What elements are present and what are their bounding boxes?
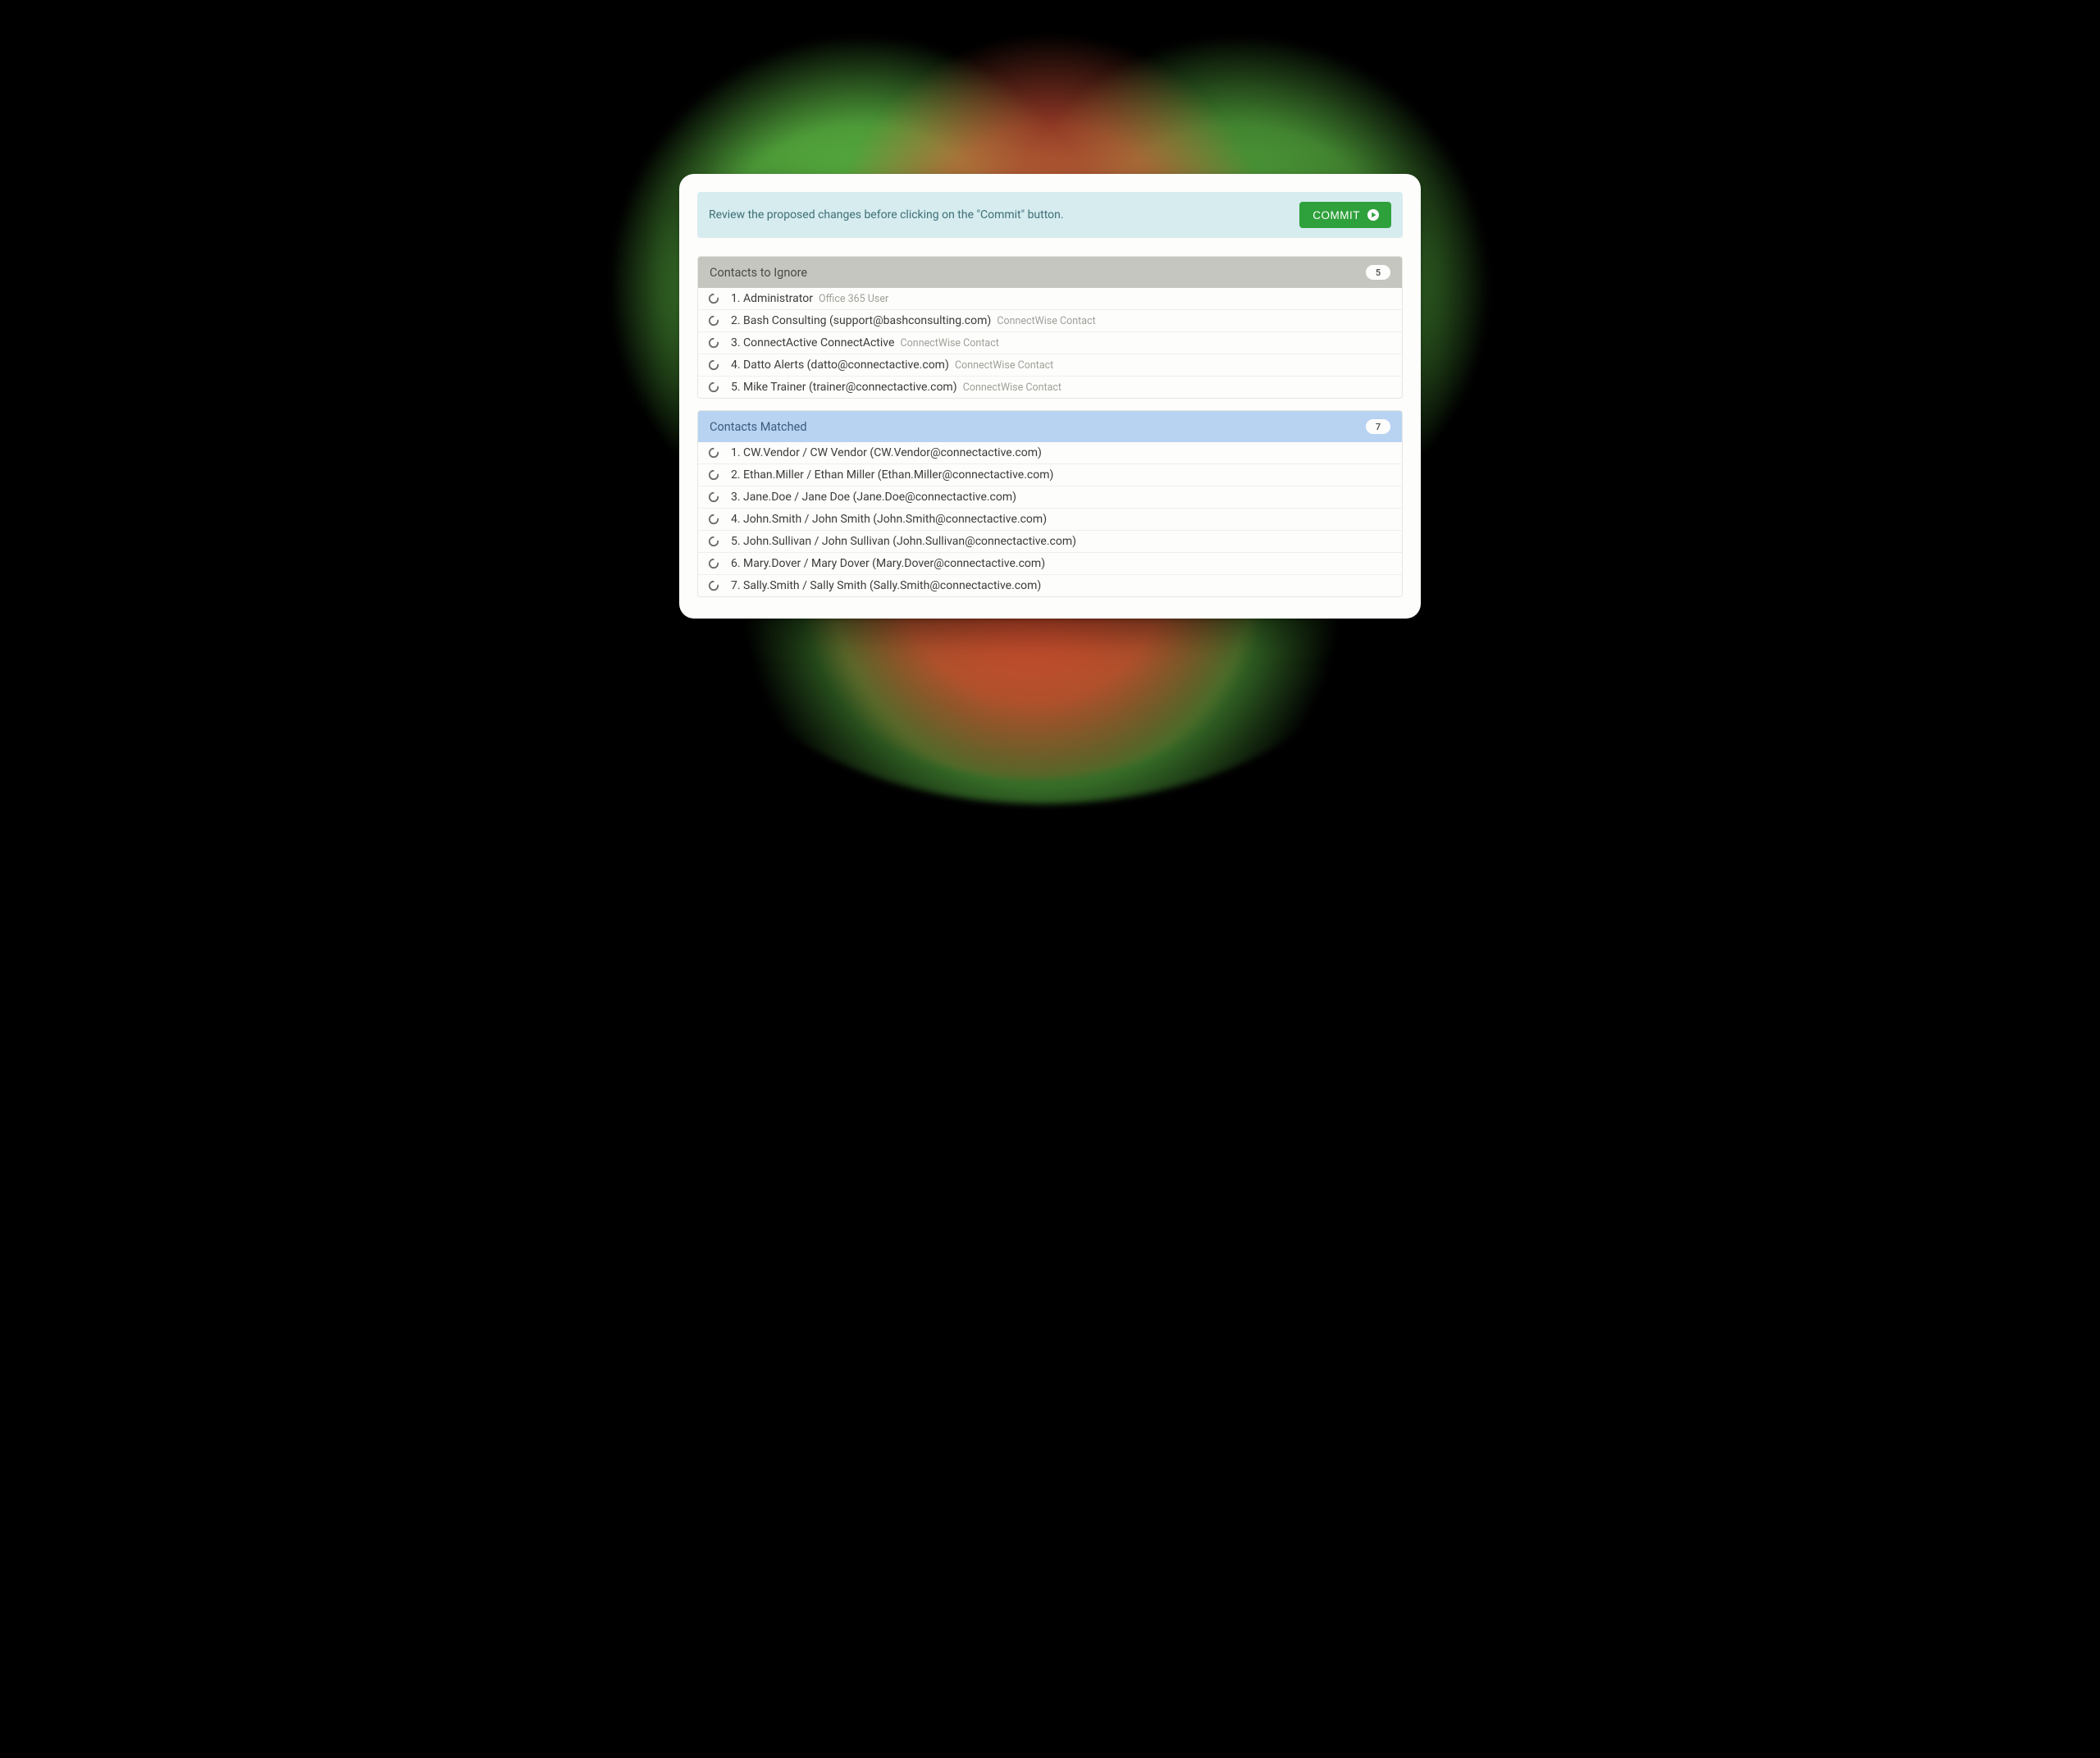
stage: Review the proposed changes before click… [558,0,1542,824]
section-contacts-ignore: Contacts to Ignore 5 1. Administrator Of… [697,256,1403,399]
count-badge: 5 [1366,265,1390,280]
spinner-icon [708,536,719,547]
list-item[interactable]: 2. Bash Consulting (support@bashconsulti… [698,309,1402,331]
spinner-icon [708,447,719,459]
count-badge: 7 [1366,419,1390,434]
section-header-ignore[interactable]: Contacts to Ignore 5 [698,257,1402,288]
list-item-label: 2. Bash Consulting (support@bashconsulti… [731,314,1392,327]
list-item[interactable]: 6. Mary.Dover / Mary Dover (Mary.Dover@c… [698,552,1402,574]
section-header-matched[interactable]: Contacts Matched 7 [698,411,1402,442]
list-item[interactable]: 1. Administrator Office 365 User [698,288,1402,309]
list-item-meta: ConnectWise Contact [994,315,1095,327]
list-item[interactable]: 2. Ethan.Miller / Ethan Miller (Ethan.Mi… [698,463,1402,486]
list-item-label: 5. Mike Trainer (trainer@connectactive.c… [731,381,1392,394]
list-item-label: 1. CW.Vendor / CW Vendor (CW.Vendor@conn… [731,446,1392,459]
spinner-icon [708,337,719,349]
spinner-icon [708,469,719,481]
list-item-meta: ConnectWise Contact [952,359,1053,372]
spinner-icon [708,491,719,503]
list-item[interactable]: 7. Sally.Smith / Sally Smith (Sally.Smit… [698,574,1402,596]
commit-button-label: COMMIT [1312,209,1360,221]
list-item[interactable]: 5. Mike Trainer (trainer@connectactive.c… [698,376,1402,398]
list-item-label: 4. John.Smith / John Smith (John.Smith@c… [731,513,1392,526]
section-title: Contacts to Ignore [710,266,807,280]
list-item[interactable]: 5. John.Sullivan / John Sullivan (John.S… [698,530,1402,552]
spinner-icon [708,381,719,393]
spinner-icon [708,315,719,326]
list-item[interactable]: 3. Jane.Doe / Jane Doe (Jane.Doe@connect… [698,486,1402,508]
alert-text: Review the proposed changes before click… [709,208,1064,221]
section-contacts-matched: Contacts Matched 7 1. CW.Vendor / CW Ven… [697,410,1403,597]
list-item-label: 5. John.Sullivan / John Sullivan (John.S… [731,535,1392,548]
list-item[interactable]: 1. CW.Vendor / CW Vendor (CW.Vendor@conn… [698,442,1402,463]
play-circle-icon [1367,208,1380,221]
list-item-label: 4. Datto Alerts (datto@connectactive.com… [731,358,1392,372]
ignore-rows: 1. Administrator Office 365 User 2. Bash … [698,288,1402,398]
list-item-meta: ConnectWise Contact [897,337,998,349]
spinner-icon [708,580,719,591]
list-item-label: 2. Ethan.Miller / Ethan Miller (Ethan.Mi… [731,468,1392,482]
list-item[interactable]: 4. John.Smith / John Smith (John.Smith@c… [698,508,1402,530]
commit-button[interactable]: COMMIT [1299,202,1391,228]
spinner-icon [708,359,719,371]
list-item-meta: ConnectWise Contact [961,381,1061,394]
list-item[interactable]: 4. Datto Alerts (datto@connectactive.com… [698,354,1402,376]
list-item-label: 7. Sally.Smith / Sally Smith (Sally.Smit… [731,579,1392,592]
list-item-label: 3. Jane.Doe / Jane Doe (Jane.Doe@connect… [731,491,1392,504]
spinner-icon [708,514,719,525]
list-item-label: 1. Administrator Office 365 User [731,292,1392,305]
list-item[interactable]: 3. ConnectActive ConnectActive ConnectWi… [698,331,1402,354]
matched-rows: 1. CW.Vendor / CW Vendor (CW.Vendor@conn… [698,442,1402,596]
section-title: Contacts Matched [710,420,807,434]
spinner-icon [708,558,719,569]
alert-bar: Review the proposed changes before click… [697,192,1403,238]
list-item-label: 6. Mary.Dover / Mary Dover (Mary.Dover@c… [731,557,1392,570]
list-item-meta: Office 365 User [816,293,888,305]
spinner-icon [708,293,719,304]
list-item-label: 3. ConnectActive ConnectActive ConnectWi… [731,336,1392,349]
review-card: Review the proposed changes before click… [679,174,1421,619]
